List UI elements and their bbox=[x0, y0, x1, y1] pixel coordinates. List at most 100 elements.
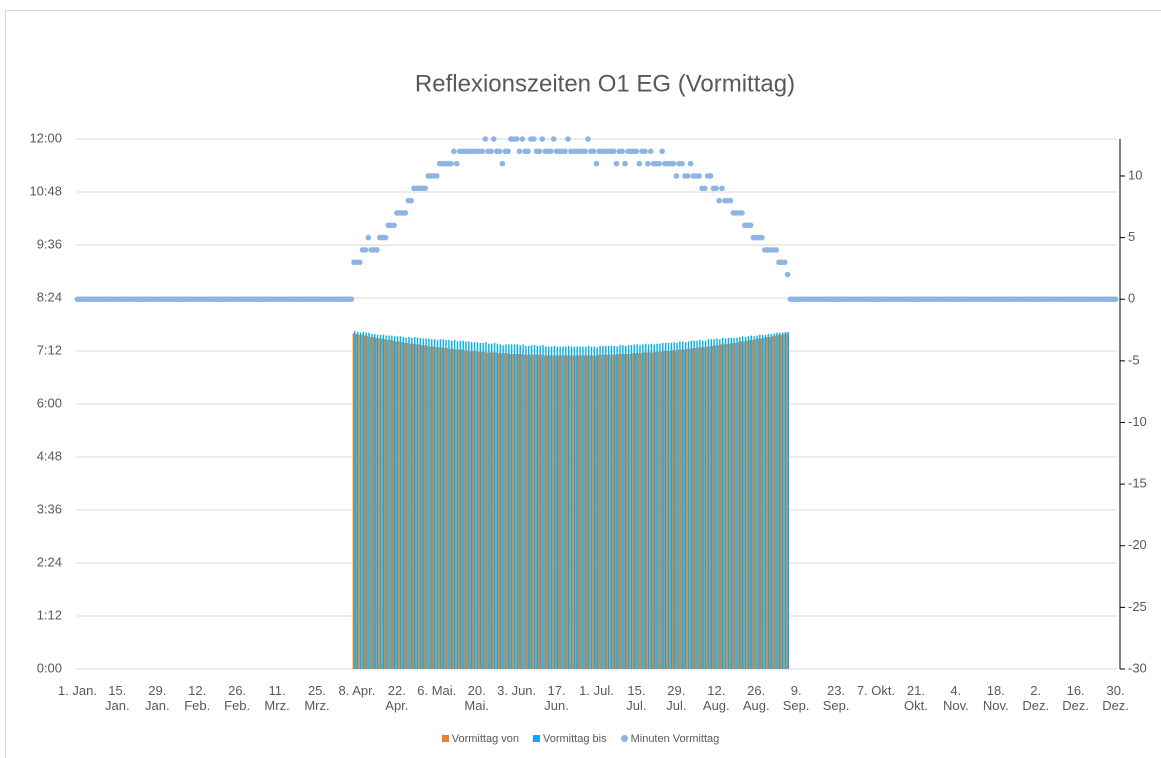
legend-swatch bbox=[533, 735, 540, 742]
bar bbox=[776, 332, 778, 669]
y-tick-label: 0:00 bbox=[37, 660, 62, 675]
dot bbox=[719, 185, 725, 192]
dot bbox=[513, 136, 520, 142]
bar bbox=[399, 336, 402, 669]
dot bbox=[619, 148, 625, 155]
dot bbox=[613, 160, 620, 167]
bar bbox=[402, 337, 404, 669]
bar bbox=[413, 337, 416, 669]
dot bbox=[702, 185, 708, 192]
bar bbox=[599, 345, 601, 669]
bar bbox=[693, 340, 695, 669]
bar bbox=[754, 339, 757, 669]
legend-item: Vormittag bis bbox=[533, 733, 607, 745]
bar bbox=[680, 349, 683, 669]
bar bbox=[773, 333, 775, 669]
dot bbox=[362, 247, 369, 253]
dot bbox=[773, 247, 779, 253]
bar bbox=[438, 347, 440, 669]
bar bbox=[703, 347, 705, 669]
bar bbox=[644, 343, 647, 669]
dot bbox=[687, 160, 694, 167]
bar bbox=[549, 355, 551, 669]
bar bbox=[764, 334, 767, 669]
bar bbox=[589, 355, 591, 669]
bar bbox=[774, 335, 777, 669]
bar bbox=[395, 341, 397, 669]
dot bbox=[647, 148, 654, 155]
legend: Vormittag von Vormittag bis Minuten Vormit… bbox=[0, 733, 1161, 745]
bar bbox=[396, 336, 399, 669]
bar bbox=[727, 337, 730, 669]
bar bbox=[692, 348, 694, 669]
bar bbox=[613, 345, 616, 669]
bar bbox=[366, 336, 369, 669]
bar bbox=[566, 355, 568, 669]
bar bbox=[448, 339, 450, 669]
bar bbox=[779, 332, 781, 669]
bar bbox=[526, 354, 529, 669]
bar bbox=[472, 351, 474, 669]
bar bbox=[428, 338, 430, 669]
bar bbox=[382, 334, 385, 669]
bar bbox=[667, 342, 670, 669]
bar bbox=[403, 342, 406, 669]
dot bbox=[684, 173, 691, 179]
x-tick-label: 30. Dez. bbox=[1102, 683, 1129, 713]
bar bbox=[749, 339, 751, 669]
bar bbox=[751, 339, 754, 669]
bar bbox=[482, 342, 484, 669]
bar bbox=[676, 342, 678, 669]
bar bbox=[379, 334, 382, 669]
dot bbox=[488, 148, 494, 155]
x-tick-label: 8. Apr. bbox=[338, 683, 376, 698]
bar bbox=[767, 334, 770, 669]
bar bbox=[421, 345, 423, 669]
dot bbox=[530, 136, 537, 142]
bar bbox=[441, 347, 443, 669]
dot bbox=[550, 136, 557, 142]
bar bbox=[603, 354, 606, 669]
bar bbox=[635, 353, 637, 669]
bar bbox=[757, 338, 760, 669]
x-tick-label: 29. Jul. bbox=[666, 683, 687, 713]
bar bbox=[741, 336, 744, 669]
bar bbox=[702, 340, 704, 669]
dot bbox=[727, 197, 734, 204]
dot bbox=[679, 160, 685, 167]
x-tick-label: 15. Jan. bbox=[105, 683, 130, 713]
bar bbox=[449, 348, 452, 669]
bar bbox=[609, 354, 611, 669]
bar bbox=[706, 346, 708, 669]
bar bbox=[443, 348, 446, 669]
x-tick-label: 12. Feb. bbox=[184, 683, 211, 713]
bar bbox=[622, 345, 624, 669]
bar bbox=[398, 341, 400, 669]
bar bbox=[707, 339, 710, 669]
bar bbox=[553, 345, 556, 669]
bar bbox=[475, 351, 477, 669]
bar bbox=[372, 337, 375, 669]
bar bbox=[647, 344, 650, 669]
bar bbox=[510, 344, 513, 669]
bar bbox=[425, 338, 427, 669]
x-tick-label: 21. Okt. bbox=[904, 683, 928, 713]
dot bbox=[348, 296, 355, 303]
bar bbox=[623, 353, 626, 669]
bar bbox=[442, 339, 444, 669]
bar bbox=[518, 353, 520, 669]
dot bbox=[408, 197, 414, 204]
bar bbox=[381, 338, 383, 669]
bar bbox=[505, 344, 507, 669]
bar bbox=[759, 334, 761, 669]
bar bbox=[619, 345, 621, 669]
bar bbox=[546, 355, 549, 669]
bar bbox=[781, 332, 784, 669]
bar bbox=[456, 341, 459, 669]
bar bbox=[583, 355, 586, 669]
bar bbox=[385, 335, 387, 669]
bar bbox=[455, 349, 457, 669]
x-tick-label: 1. Jan. bbox=[57, 683, 97, 698]
bar bbox=[384, 339, 386, 669]
y-tick-label: 9:36 bbox=[37, 236, 62, 251]
